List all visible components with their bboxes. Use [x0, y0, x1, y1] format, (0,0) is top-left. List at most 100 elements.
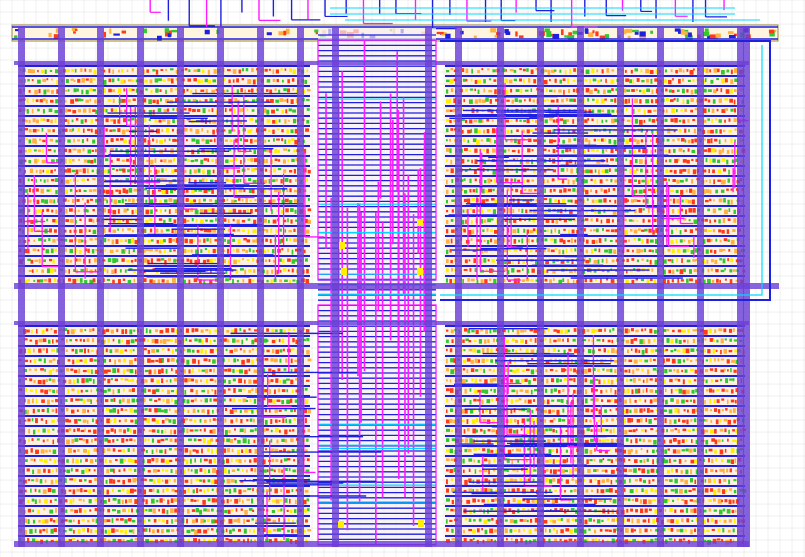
cell-fill: [253, 269, 256, 273]
cell-fill: [200, 249, 203, 253]
cell-fill: [52, 469, 54, 473]
cell-fill: [159, 498, 163, 503]
cell-fill: [655, 248, 658, 253]
cell-fill: [544, 129, 549, 134]
cell-fill: [48, 359, 53, 363]
cell-fill: [727, 218, 731, 221]
cell-fill: [244, 269, 247, 275]
cell-fill: [290, 208, 294, 212]
cell-fill: [601, 258, 604, 263]
cell-fill: [147, 469, 151, 473]
cell-fill: [70, 99, 75, 104]
cell-fill: [107, 378, 111, 384]
cell-fill: [53, 459, 57, 464]
cell-fill: [449, 138, 452, 142]
cell-fill: [598, 238, 602, 243]
cell-fill: [214, 329, 218, 333]
cell-fill: [718, 208, 722, 211]
cell-fill: [682, 359, 686, 363]
cell-fill: [161, 479, 164, 482]
cell-row-rail: [445, 195, 745, 197]
cell-fill: [86, 168, 89, 174]
cell-row-rail: [18, 445, 310, 447]
cell-fill: [470, 238, 473, 241]
cell-fill: [145, 379, 148, 383]
cell-fill: [37, 409, 40, 413]
cell-fill: [462, 279, 464, 283]
cell-fill: [722, 148, 725, 153]
cell-fill: [142, 98, 147, 103]
cell-fill: [615, 158, 619, 162]
cell-fill: [32, 519, 36, 524]
cell-fill: [529, 328, 533, 332]
cell-fill: [574, 359, 578, 364]
cell-fill: [185, 418, 188, 421]
cell-fill: [200, 379, 203, 383]
cell-fill: [556, 98, 559, 103]
cell-fill: [35, 398, 38, 404]
cell-fill: [131, 398, 136, 403]
cell-fill: [592, 78, 597, 82]
cell-fill: [664, 118, 668, 122]
cell-fill: [187, 78, 192, 82]
cell-fill: [276, 439, 279, 444]
cell-fill: [207, 528, 210, 531]
cell-fill: [202, 169, 205, 175]
cell-fill: [574, 199, 578, 204]
cell-fill: [42, 528, 46, 532]
cell-fill: [719, 258, 722, 261]
cell-fill: [211, 108, 214, 113]
cell-fill: [55, 398, 59, 403]
cell-fill: [65, 429, 69, 433]
cell-fill: [161, 389, 164, 392]
cell-fill: [166, 339, 171, 342]
cell-fill: [174, 98, 179, 103]
cell-fill: [207, 228, 212, 233]
cell-fill: [705, 158, 708, 163]
cell-fill: [481, 209, 484, 214]
cell-fill: [723, 198, 726, 203]
cell-fill: [280, 508, 283, 512]
cell-fill: [671, 248, 675, 254]
cell-fill: [521, 279, 525, 282]
cell-fill: [225, 489, 229, 492]
cell-fill: [712, 339, 716, 342]
cell-fill: [81, 89, 84, 95]
cell-fill: [293, 199, 298, 203]
cell-fill: [631, 109, 635, 114]
cell-fill: [284, 198, 289, 203]
cell-fill: [503, 208, 506, 213]
cell-fill: [623, 218, 627, 222]
cell-fill: [168, 179, 173, 184]
top-bus-cell: [595, 31, 599, 37]
cell-fill: [228, 179, 233, 183]
cell-fill: [192, 98, 197, 103]
cell-fill: [229, 139, 233, 143]
cell-fill: [571, 259, 574, 265]
cell-fill: [104, 238, 107, 243]
cell-fill: [544, 338, 547, 341]
cell-fill: [595, 189, 598, 194]
cell-fill: [80, 488, 83, 493]
cell-fill: [734, 128, 737, 131]
cell-fill: [721, 109, 726, 113]
cell-fill: [197, 68, 201, 73]
cell-fill: [463, 148, 468, 151]
cell-fill: [236, 89, 239, 95]
cell-fill: [504, 219, 509, 222]
cell-fill: [225, 538, 229, 541]
cell-fill: [102, 519, 107, 523]
cell-fill: [276, 269, 279, 275]
cell-fill: [603, 189, 608, 194]
cell-fill: [283, 148, 288, 151]
cell-fill: [723, 129, 726, 132]
cell-fill: [156, 529, 160, 533]
cell-fill: [215, 209, 219, 214]
cell-fill: [573, 368, 576, 373]
cell-fill: [233, 348, 238, 352]
cell-fill: [303, 508, 308, 513]
cell-fill: [88, 378, 92, 382]
cell-fill: [483, 88, 486, 93]
